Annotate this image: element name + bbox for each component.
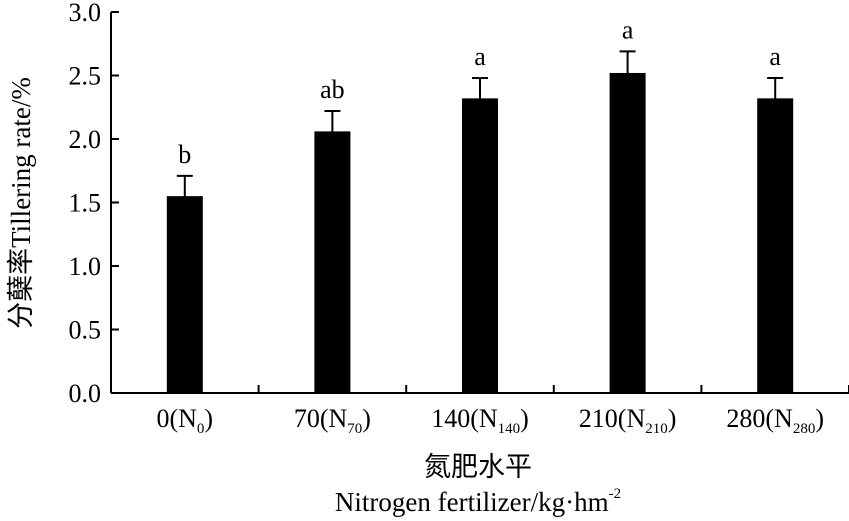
x-tick-label-close: )	[520, 404, 529, 433]
significance-label: a	[769, 42, 781, 71]
x-tick-label-close: )	[668, 404, 677, 433]
x-axis-label-chinese: 氮肥水平	[424, 452, 532, 482]
bar	[166, 196, 203, 393]
x-axis-label-english: Nitrogen fertilizer/kg·hm-2	[335, 486, 621, 517]
x-tick-label-base: 210(N	[579, 404, 646, 433]
x-tick-label-subscript: 140	[498, 421, 521, 437]
y-tick-label: 1.0	[69, 252, 102, 281]
y-axis-label: 分蘖率Tillering rate/%	[6, 77, 36, 329]
x-tick-label-close: )	[815, 404, 824, 433]
x-tick-label-close: )	[362, 404, 371, 433]
x-tick-label-subscript: 0	[197, 421, 205, 437]
bars: b 0(N0) ab 70(N70) a 140(N140) a 210(N210) a 280(…	[156, 15, 824, 437]
x-tick-label-close: )	[204, 404, 213, 433]
x-tick-label-base: 280(N	[726, 404, 793, 433]
y-tick-label: 3.0	[69, 0, 102, 27]
x-tick-label-subscript: 210	[645, 421, 668, 437]
y-tick-label: 0.0	[69, 379, 102, 408]
x-tick-label: 0(N0)	[156, 404, 213, 437]
x-tick-label: 210(N210)	[579, 404, 677, 437]
axes: 0.0 0.5 1.0 1.5 2.0 2.5 3.0	[69, 0, 849, 408]
bar	[609, 72, 646, 394]
x-axis-label-english-base: Nitrogen fertilizer/kg·hm	[335, 487, 609, 517]
x-tick-label: 70(N70)	[294, 404, 371, 437]
significance-label: ab	[320, 75, 345, 104]
x-tick-label-base: 140(N	[431, 404, 498, 433]
labels: 分蘖率Tillering rate/% 氮肥水平 Nitrogen fertil…	[6, 77, 621, 517]
bar	[757, 98, 794, 394]
y-tick-label: 2.0	[69, 125, 102, 154]
y-tick-label: 2.5	[69, 62, 102, 91]
x-tick-label: 280(N280)	[726, 404, 824, 437]
x-tick-label-subscript: 70	[347, 421, 362, 437]
x-tick-label-base: 70(N	[294, 404, 348, 433]
y-tick-label: 0.5	[69, 316, 102, 345]
x-axis-label-english-superscript: -2	[609, 486, 622, 502]
significance-label: b	[178, 140, 191, 169]
bar	[314, 131, 351, 393]
bar	[462, 98, 498, 394]
x-tick-label-base: 0(N	[156, 404, 197, 433]
significance-label: a	[622, 15, 634, 44]
significance-label: a	[474, 42, 486, 71]
y-tick-label: 1.5	[69, 189, 102, 218]
x-tick-label-subscript: 280	[793, 421, 816, 437]
x-tick-label: 140(N140)	[431, 404, 529, 437]
